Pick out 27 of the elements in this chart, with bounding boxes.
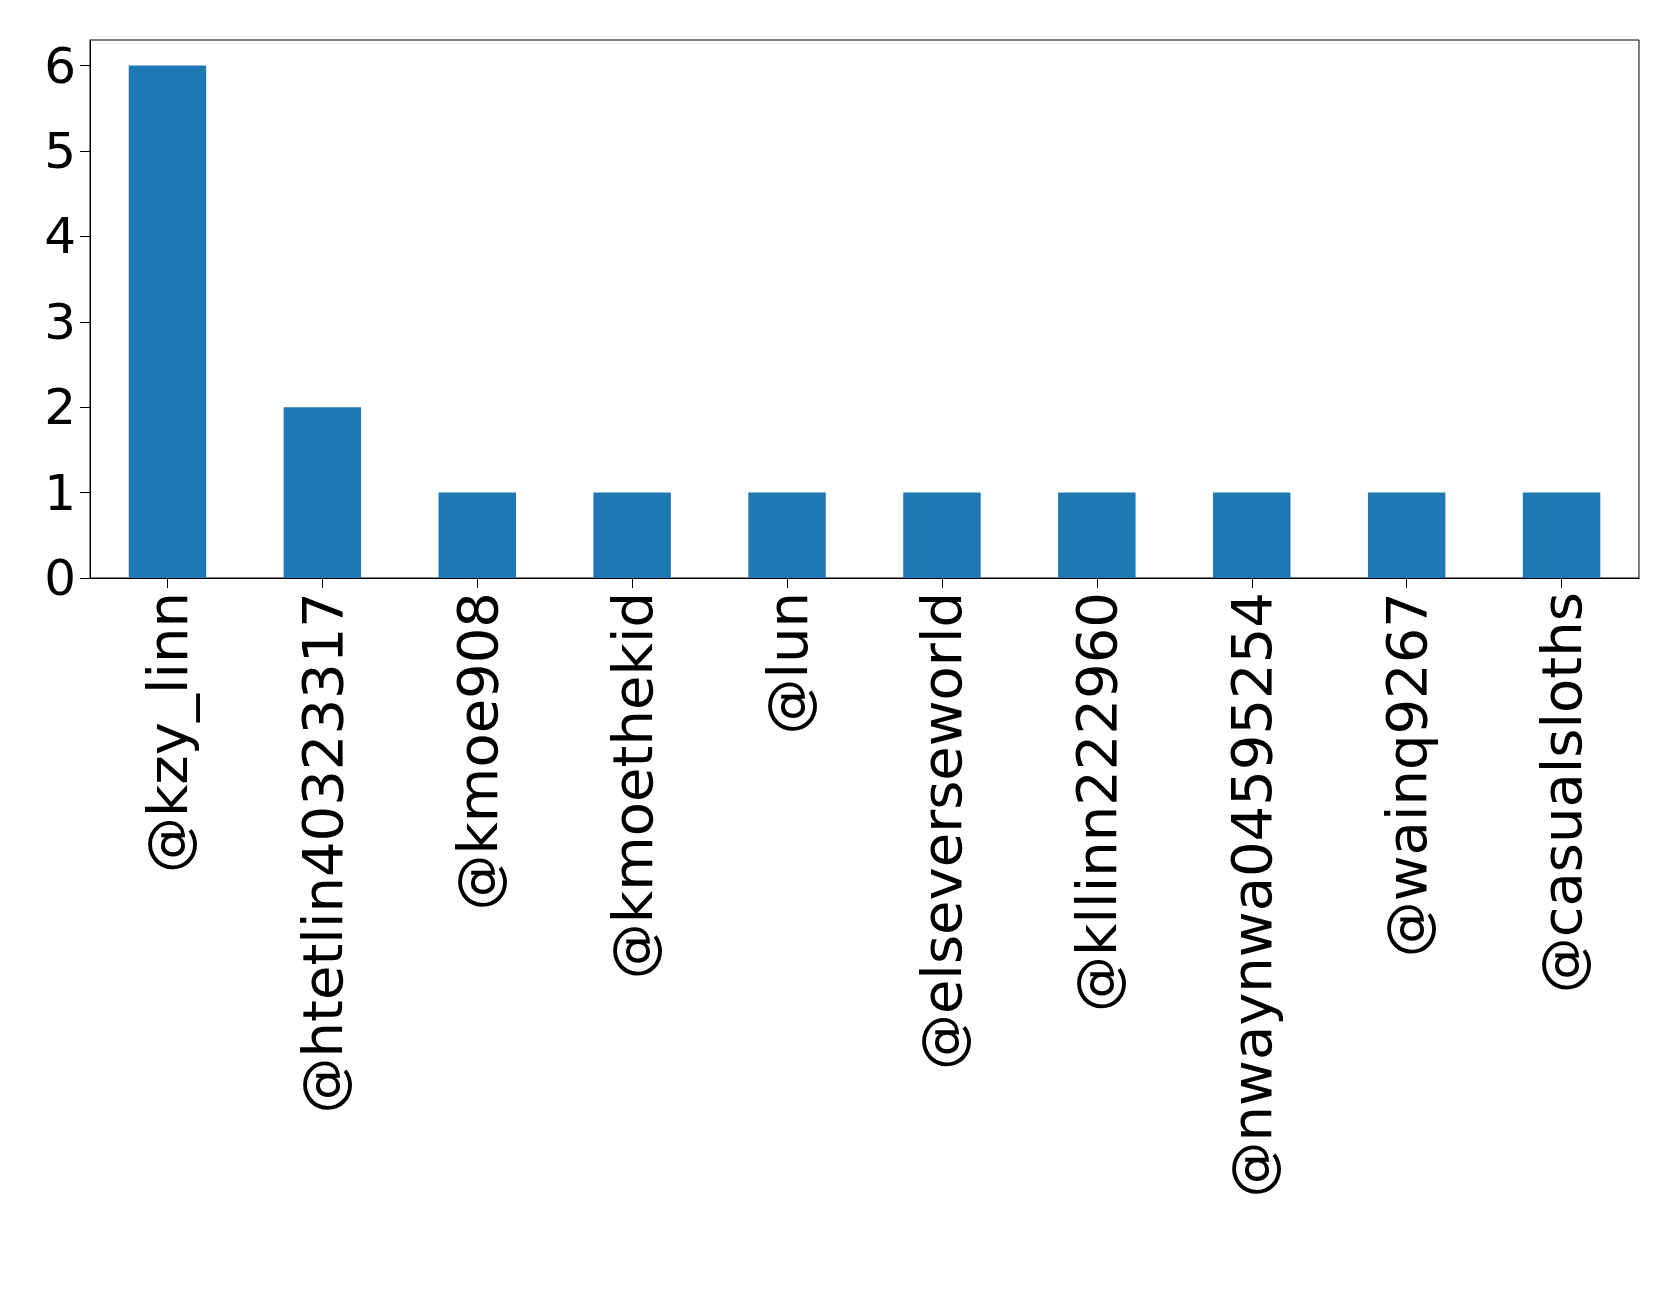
x-tick-label: @kllinn222960 <box>1064 592 1130 1012</box>
y-tick-label: 0 <box>44 549 76 607</box>
x-tick-label: @kmoethekid <box>599 592 665 980</box>
x-tick-label: @lun <box>754 592 820 735</box>
y-tick-label: 3 <box>44 292 76 351</box>
y-tick-label: 5 <box>44 122 76 181</box>
bar <box>593 492 671 578</box>
x-tick-label: @casualsloths <box>1529 592 1595 994</box>
bar <box>128 65 207 578</box>
x-tick-label: @elseverseworld <box>909 592 975 1071</box>
y-tick-label: 2 <box>44 378 76 437</box>
bar <box>903 492 981 578</box>
bar <box>1058 492 1136 578</box>
x-tick-label: @htetlin40323317 <box>289 592 355 1114</box>
bar <box>438 492 516 578</box>
bar <box>283 407 362 578</box>
y-tick-label: 6 <box>44 36 76 95</box>
y-tick-label: 4 <box>44 207 76 266</box>
y-tick-label: 1 <box>44 463 76 522</box>
x-tick-label: @kmoe908 <box>444 592 510 911</box>
bar <box>748 492 826 578</box>
bar <box>1522 492 1601 578</box>
bar <box>1367 492 1446 578</box>
x-tick-label: @kzy_linn <box>134 592 200 874</box>
x-tick-label: @wainq9267 <box>1374 592 1440 958</box>
x-tick-label: @nwaynwa04595254 <box>1219 592 1285 1198</box>
bar <box>1213 492 1291 578</box>
